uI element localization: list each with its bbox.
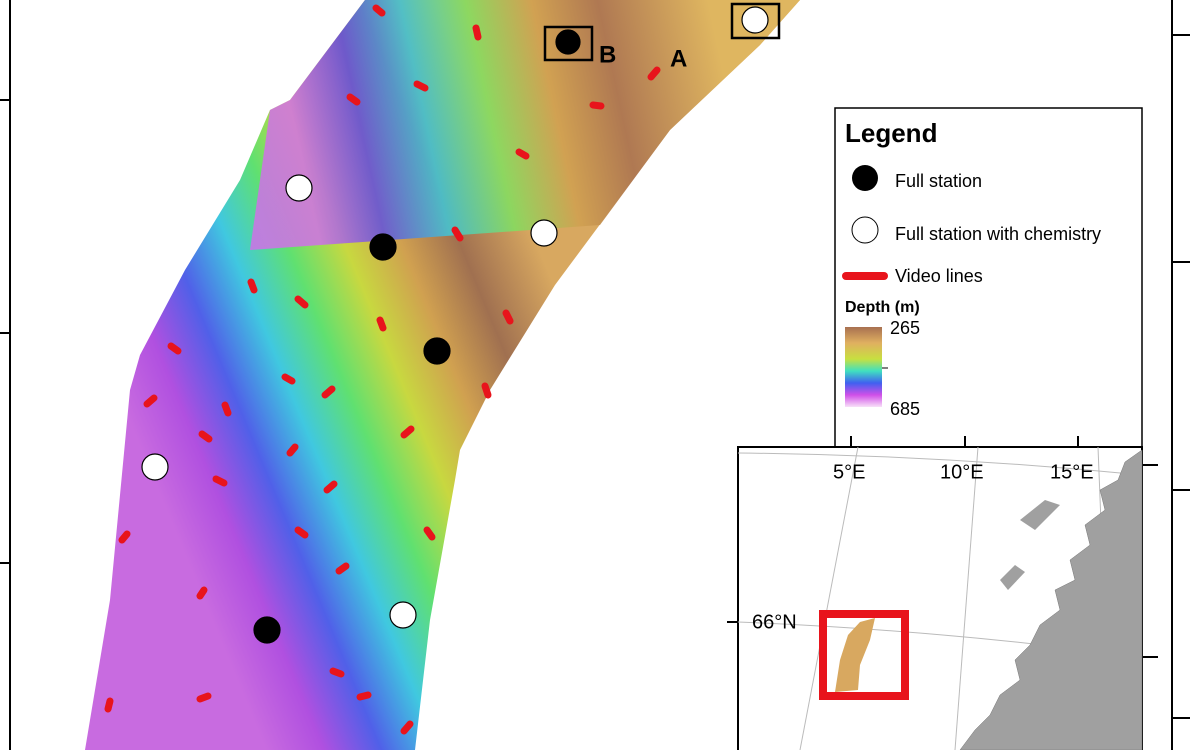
bathymetry-top <box>250 0 800 250</box>
inset-study-area <box>819 610 909 700</box>
depth-title: Depth (m) <box>845 299 920 316</box>
inset-ticks <box>727 436 1158 658</box>
inset-land <box>1000 565 1025 590</box>
inset-land <box>959 449 1143 750</box>
legend-item: Video lines <box>895 266 983 286</box>
depth-label: 265 <box>890 318 920 338</box>
legend-box <box>834 107 1143 454</box>
lon-label: 15°E <box>1050 461 1094 483</box>
lon-label: 10°E <box>940 461 984 483</box>
site-label: A <box>670 45 687 72</box>
video-lines <box>104 4 661 735</box>
depth-colorbar <box>845 327 882 407</box>
lat-label: 66°N <box>752 611 797 633</box>
site-box-a <box>730 2 781 40</box>
inset-bathymetry <box>835 618 875 692</box>
legend-symbol <box>852 165 878 191</box>
site-box-b <box>543 25 594 62</box>
depth-label: 685 <box>890 399 920 419</box>
site-label: B <box>599 41 616 68</box>
inset-land <box>1020 500 1060 530</box>
legend-title: Legend <box>845 118 937 148</box>
legend-item: Full station with chemistry <box>895 224 1101 244</box>
legend-item: Full station <box>895 171 982 191</box>
legend-symbol <box>851 216 879 244</box>
lon-label: 5°E <box>833 461 865 483</box>
stations <box>141 6 769 644</box>
